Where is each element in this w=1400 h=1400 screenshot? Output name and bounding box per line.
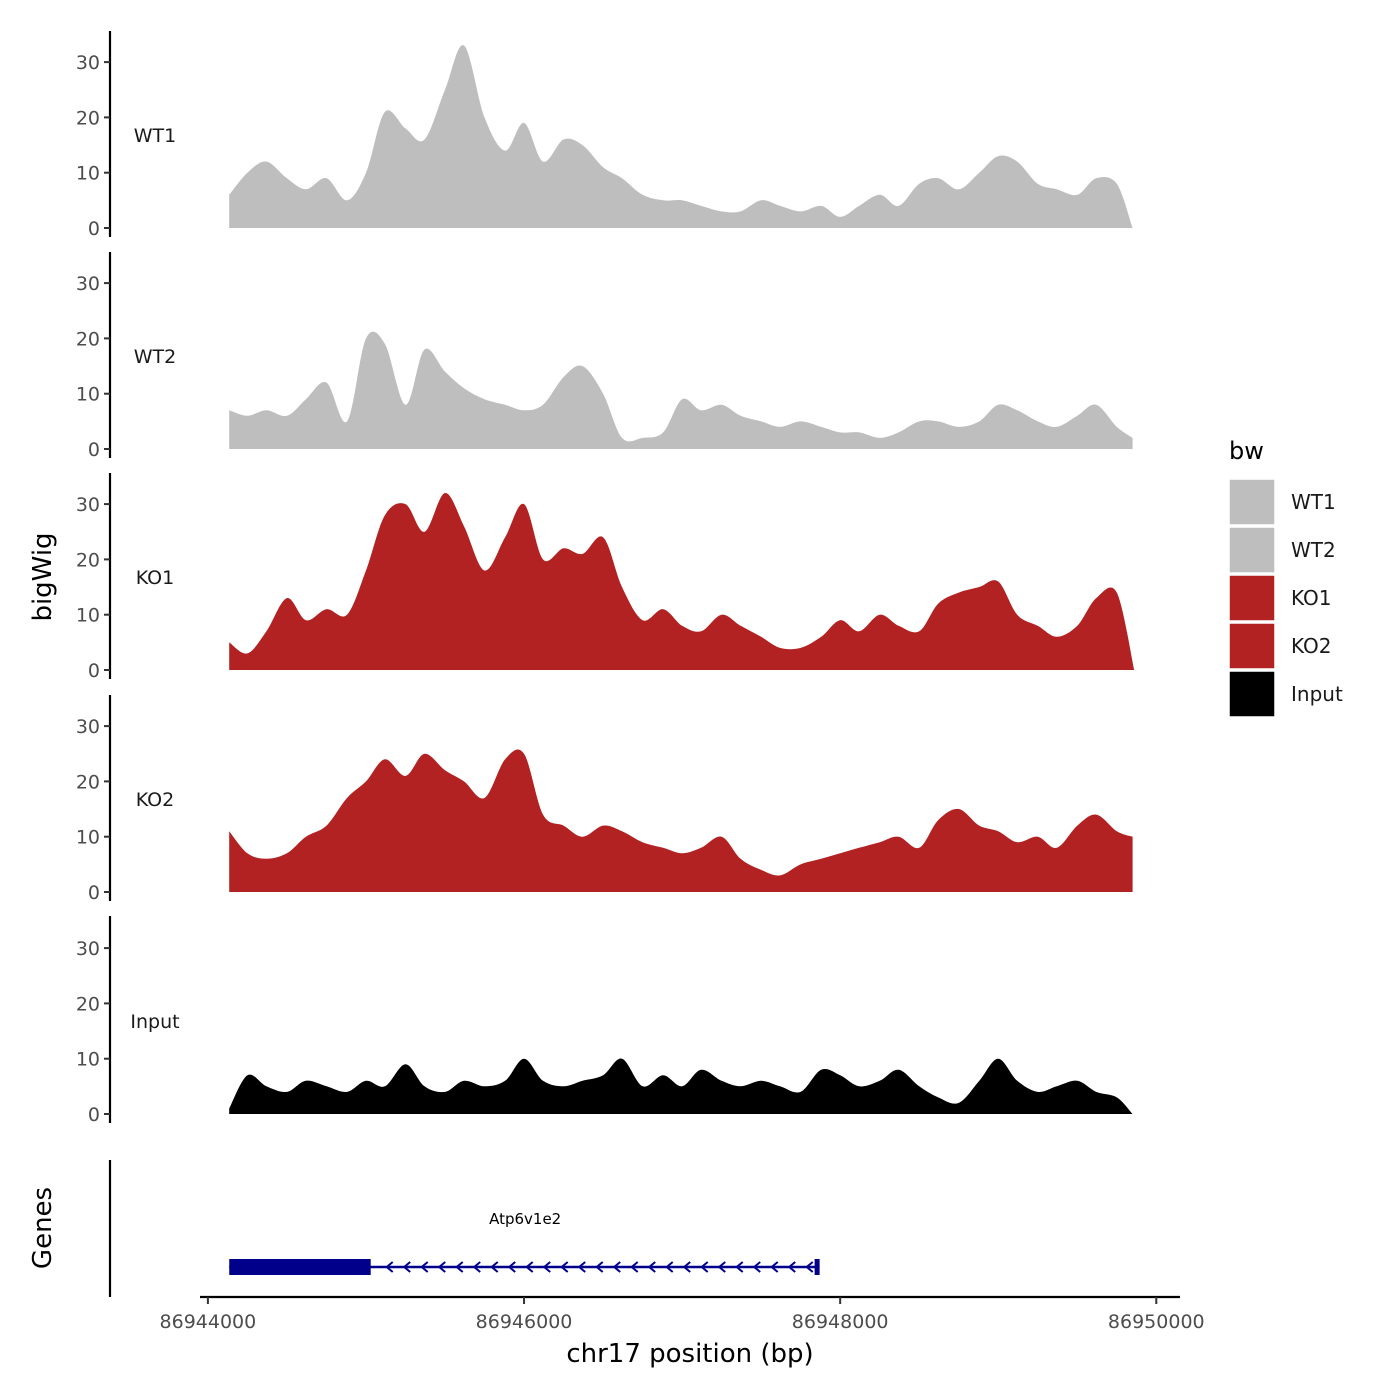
y-tick-label: 0 (88, 218, 100, 240)
y-tick-label: 0 (88, 1104, 100, 1126)
strand-arrow (437, 1261, 446, 1273)
y-tick-label: 20 (76, 328, 100, 350)
strand-arrow (787, 1261, 796, 1273)
strand-arrow (577, 1261, 586, 1273)
strand-arrow (735, 1261, 744, 1273)
track-ko2: 0 10 20 30 KO2 (76, 695, 1133, 904)
x-tick-label: 86946000 (476, 1311, 573, 1333)
track-label: KO2 (136, 789, 174, 811)
track-ko1: 0 10 20 30 KO1 (76, 473, 1135, 682)
strand-arrow (507, 1261, 516, 1273)
gene-name-label: Atp6v1e2 (489, 1210, 561, 1228)
strand-arrow (752, 1261, 761, 1273)
legend-swatch-ko2 (1228, 622, 1276, 670)
track-wt1: 0 10 20 30 WT1 (76, 31, 1133, 240)
strand-arrow (682, 1261, 691, 1273)
legend: bw WT1 WT2 KO1 KO2 Input (1228, 437, 1343, 718)
y-tick-label: 0 (88, 439, 100, 461)
legend-swatch-wt1 (1228, 478, 1276, 526)
signal-area-wt1 (229, 45, 1133, 228)
y-tick-label: 20 (76, 771, 100, 793)
strand-arrow (472, 1261, 481, 1273)
legend-label-wt2: WT2 (1291, 538, 1336, 562)
legend-swatch-ko1 (1228, 574, 1276, 622)
genes-axis-title: Genes (28, 1187, 58, 1269)
y-tick-label: 30 (76, 716, 100, 738)
strand-arrow (612, 1261, 621, 1273)
track-label: Input (130, 1011, 179, 1033)
x-axis-title: chr17 position (bp) (566, 1339, 813, 1369)
y-tick-label: 10 (76, 605, 100, 627)
y-tick-label: 10 (76, 384, 100, 406)
strand-arrow (630, 1261, 639, 1273)
signal-area-wt2 (229, 331, 1133, 449)
y-tick-label: 10 (76, 827, 100, 849)
strand-arrow (542, 1261, 551, 1273)
legend-label-wt1: WT1 (1291, 490, 1336, 514)
legend-swatch-wt2 (1228, 526, 1276, 574)
legend-label-input: Input (1291, 682, 1343, 706)
legend-label-ko2: KO2 (1291, 634, 1332, 658)
signal-area-input (229, 1058, 1133, 1114)
strand-arrow (717, 1261, 726, 1273)
y-tick-label: 20 (76, 107, 100, 129)
track-input: 0 10 20 30 Input (76, 916, 1133, 1126)
y-tick-label: 10 (76, 1049, 100, 1071)
strand-arrow (402, 1261, 411, 1273)
strand-arrow (455, 1261, 464, 1273)
y-tick-label: 30 (76, 494, 100, 516)
tracks-layer: 0 10 20 30 WT1 0 10 20 30 WT2 0 10 20 30 KO1 0 10 20 30 KO2… (76, 31, 1135, 1126)
legend-label-ko1: KO1 (1291, 586, 1332, 610)
strand-arrow (525, 1261, 534, 1273)
track-wt2: 0 10 20 30 WT2 (76, 252, 1133, 461)
y-tick-label: 20 (76, 993, 100, 1015)
x-tick-label: 86950000 (1108, 1311, 1205, 1333)
strand-arrow (647, 1261, 656, 1273)
y-tick-label: 30 (76, 273, 100, 295)
legend-title: bw (1229, 437, 1264, 465)
gene-exon (814, 1259, 820, 1275)
y-tick-label: 30 (76, 938, 100, 960)
strand-arrow (490, 1261, 499, 1273)
y-axis-title: bigWig (28, 532, 58, 621)
x-tick-label: 86944000 (160, 1311, 257, 1333)
strand-arrow (805, 1261, 814, 1273)
y-tick-label: 20 (76, 549, 100, 571)
legend-swatch-input (1228, 670, 1276, 718)
x-tick-label: 86948000 (792, 1311, 889, 1333)
strand-arrow (665, 1261, 674, 1273)
strand-arrow (770, 1261, 779, 1273)
signal-area-ko1 (229, 492, 1135, 670)
strand-arrow (700, 1261, 709, 1273)
y-tick-label: 0 (88, 882, 100, 904)
strand-arrow (385, 1261, 394, 1273)
x-axis: 86944000 86946000 86948000 86950000 (160, 1295, 1205, 1333)
y-tick-label: 10 (76, 163, 100, 185)
signal-area-ko2 (229, 749, 1133, 892)
strand-arrow (420, 1261, 429, 1273)
gene-exon (229, 1259, 371, 1275)
genes-panel: Atp6v1e2 (108, 1160, 820, 1297)
y-tick-label: 0 (88, 660, 100, 682)
track-label: WT2 (134, 346, 176, 368)
strand-arrow (595, 1261, 604, 1273)
track-label: WT1 (134, 125, 176, 147)
strand-arrow (560, 1261, 569, 1273)
y-tick-label: 30 (76, 52, 100, 74)
track-label: KO1 (136, 567, 174, 589)
